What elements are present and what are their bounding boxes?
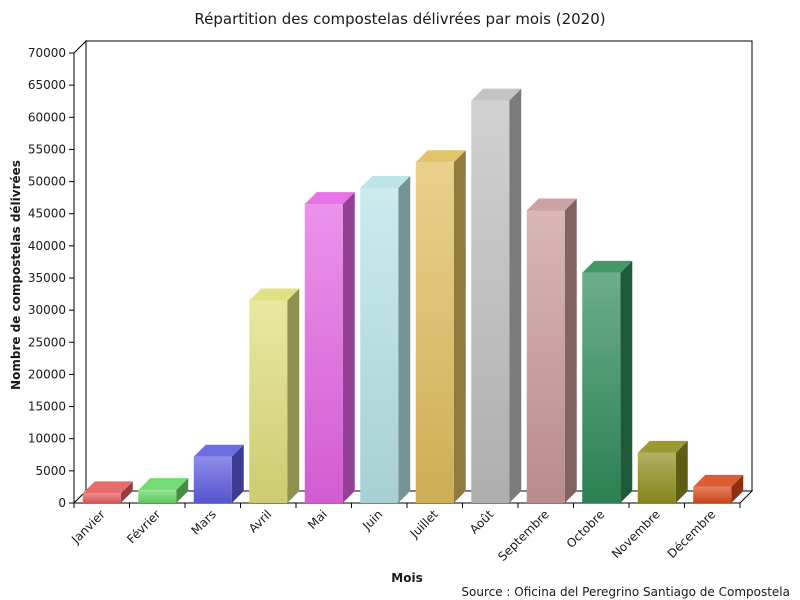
x-tick-label: Novembre — [609, 507, 663, 561]
y-tick-label: 25000 — [28, 335, 66, 349]
bar-front — [360, 188, 399, 503]
bar-août — [471, 88, 522, 504]
bar-front — [82, 493, 121, 503]
x-tick-label: Janvier — [68, 507, 108, 547]
x-tick-label: Mars — [189, 507, 219, 537]
y-tick-label: 5000 — [35, 464, 66, 478]
y-tick-label: 20000 — [28, 367, 66, 381]
x-tick-label: Avril — [246, 507, 274, 535]
plot-frame — [72, 39, 754, 505]
bar-side — [509, 88, 522, 504]
bar-top — [360, 176, 411, 188]
bar-top — [693, 474, 744, 487]
x-tick-label: Juin — [359, 507, 385, 533]
bar-side — [564, 198, 577, 503]
bar-top — [471, 88, 522, 101]
y-tick-label: 15000 — [28, 400, 66, 414]
bar-front — [249, 300, 288, 503]
y-tick-label: 35000 — [28, 271, 66, 285]
x-tick-label: Décembre — [665, 507, 719, 561]
bar-side — [731, 474, 744, 503]
bar-side — [120, 481, 133, 503]
y-tick-label: 30000 — [28, 303, 66, 317]
y-tick-label: 70000 — [28, 46, 66, 60]
bar-février — [138, 478, 189, 503]
bar-top — [249, 288, 300, 301]
y-tick-label: 60000 — [28, 110, 66, 124]
bar-side — [287, 288, 300, 503]
bar-front — [526, 210, 565, 503]
bar-top — [82, 481, 133, 494]
y-tick-label: 10000 — [28, 432, 66, 446]
x-tick-label: Septembre — [495, 507, 552, 564]
bar-juin — [360, 176, 411, 503]
bar-side — [176, 478, 189, 503]
y-axis-title: Nombre de compostelas délivrées — [9, 160, 23, 390]
bar-side — [453, 150, 466, 504]
bar-juillet — [415, 150, 466, 504]
bar-front — [193, 456, 232, 503]
left-wall — [73, 39, 87, 505]
bar-octobre — [582, 260, 633, 503]
bar-top — [637, 440, 688, 453]
chart-title: Répartition des compostelas délivrées pa… — [194, 10, 605, 28]
bar-avril — [249, 288, 300, 503]
x-axis-title: Mois — [391, 571, 422, 585]
bar-side — [398, 176, 411, 503]
y-tick-label: 65000 — [28, 78, 66, 92]
bar-janvier — [82, 481, 133, 503]
bar-décembre — [693, 474, 744, 503]
bar-septembre — [526, 198, 577, 503]
x-tick-label: Octobre — [564, 507, 608, 551]
y-tick-label: 55000 — [28, 142, 66, 156]
bar-front — [693, 486, 732, 503]
y-tick-label: 45000 — [28, 207, 66, 221]
x-tick-label: Août — [467, 507, 497, 537]
y-tick-label: 0 — [58, 496, 66, 510]
bar-top — [138, 478, 189, 491]
bar-top — [193, 444, 244, 457]
bar-front — [415, 162, 454, 504]
y-tick-label: 40000 — [28, 239, 66, 253]
bar-mars — [193, 444, 244, 503]
bar-front — [304, 204, 343, 504]
bar-front — [471, 100, 510, 504]
bar-front — [582, 272, 621, 503]
bars — [82, 88, 744, 504]
bar-top — [582, 260, 633, 273]
bar-side — [675, 440, 688, 503]
bar-novembre — [637, 440, 688, 503]
bar-top — [526, 198, 577, 211]
bar-side — [620, 260, 633, 503]
x-tick-label: Mai — [305, 507, 330, 532]
bar-front — [138, 490, 177, 503]
x-tick-label: Juillet — [407, 507, 441, 541]
x-axis: Janvier Février Mars Avril Mai Juin Juillet Aoû… — [68, 503, 741, 564]
y-tick-label: 50000 — [28, 175, 66, 189]
bar-side — [231, 444, 244, 503]
bar-top — [415, 150, 466, 163]
y-axis: 0 5000 10000 15000 20000 25000 30000 35000 40000… — [28, 46, 74, 510]
source-note: Source : Oficina del Peregrino Santiago … — [461, 585, 790, 599]
bar-top — [304, 192, 355, 205]
bar-front — [637, 452, 676, 503]
bar-side — [342, 192, 355, 504]
x-tick-label: Février — [124, 507, 163, 546]
bar-mai — [304, 192, 355, 504]
